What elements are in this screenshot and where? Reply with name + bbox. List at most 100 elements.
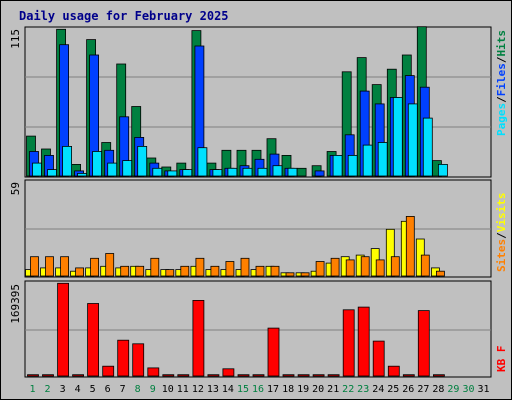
- x-tick-label-1: 1: [29, 384, 35, 395]
- bar-kbytes-day-17: [267, 327, 280, 377]
- y-max-label-1: 115: [9, 29, 22, 49]
- bar-pages-day-21: [332, 154, 343, 177]
- x-tick-label-14: 14: [222, 384, 234, 395]
- panel-3-frame: [24, 280, 492, 378]
- bar-kbytes-day-9: [147, 367, 160, 377]
- bar-kbytes-day-11: [177, 374, 190, 377]
- bar-kbytes-day-22: [342, 309, 355, 377]
- x-tick-label-9: 9: [150, 384, 156, 395]
- bar-kbytes-day-14: [222, 368, 235, 377]
- x-tick-label-22: 22: [342, 384, 354, 395]
- legend-sites-visits: Sites/Visits: [495, 193, 508, 273]
- bar-kbytes-day-1: [27, 374, 39, 377]
- x-tick-label-11: 11: [177, 384, 189, 395]
- bar-pages-day-25: [392, 97, 403, 177]
- bar-pages-day-22: [347, 154, 358, 177]
- bar-sites-day-9: [150, 257, 160, 277]
- bar-hits-day-19: [296, 167, 307, 177]
- bar-files-day-20: [314, 170, 325, 177]
- bar-kbytes-day-6: [102, 365, 115, 377]
- bar-pages-day-17: [272, 165, 283, 177]
- bar-pages-day-18: [287, 167, 298, 177]
- x-tick-label-6: 6: [105, 384, 111, 395]
- bar-sites-day-25: [390, 256, 400, 277]
- bar-sites-day-20: [315, 261, 325, 277]
- bar-sites-day-19: [300, 272, 310, 277]
- x-tick-label-8: 8: [135, 384, 141, 395]
- x-tick-label-31: 31: [477, 384, 489, 395]
- bar-sites-day-18: [285, 272, 295, 277]
- bar-pages-day-6: [107, 162, 118, 177]
- legend-hits-files-pages-part: Hits: [495, 30, 508, 57]
- x-tick-label-18: 18: [282, 384, 294, 395]
- legend-sites-visits-part: Visits: [495, 193, 508, 233]
- bar-pages-day-2: [47, 169, 57, 177]
- bar-sites-day-10: [165, 269, 175, 277]
- bar-sites-day-24: [375, 259, 385, 277]
- x-tick-label-27: 27: [417, 384, 429, 395]
- x-tick-label-19: 19: [297, 384, 309, 395]
- bar-kbytes-day-3: [57, 282, 69, 377]
- x-tick-label-7: 7: [120, 384, 126, 395]
- x-tick-label-13: 13: [207, 384, 219, 395]
- x-tick-label-4: 4: [75, 384, 81, 395]
- x-tick-label-3: 3: [60, 384, 66, 395]
- bar-visits-day-25: [385, 228, 395, 277]
- x-tick-label-5: 5: [90, 384, 96, 395]
- bar-pages-day-10: [167, 170, 178, 177]
- legend-kbytes: KB F: [495, 346, 508, 373]
- bar-kbytes-day-7: [117, 339, 130, 377]
- chart-title: Daily usage for February 2025: [19, 9, 229, 23]
- x-tick-label-15: 15: [237, 384, 249, 395]
- bar-sites-day-27: [420, 254, 430, 277]
- bar-kbytes-day-18: [282, 374, 295, 377]
- legend-hits-files-pages-part: Files: [495, 63, 508, 96]
- bar-kbytes-day-25: [387, 365, 400, 377]
- bar-pages-day-24: [377, 142, 388, 177]
- legend-hits-files-pages: Pages/Files/Hits: [495, 30, 508, 136]
- x-tick-label-17: 17: [267, 384, 279, 395]
- bar-sites-day-21: [330, 257, 340, 277]
- bar-kbytes-day-12: [192, 299, 205, 377]
- bar-kbytes-day-10: [162, 374, 175, 377]
- x-tick-label-26: 26: [402, 384, 414, 395]
- bar-pages-day-23: [362, 144, 373, 177]
- legend-kbytes-part: KB F: [495, 346, 508, 373]
- y-max-label-3: 169395: [9, 284, 22, 324]
- bar-pages-day-28: [437, 163, 448, 177]
- legend-sites-visits-part: /: [495, 232, 508, 239]
- legend-hits-files-pages-part: Pages: [495, 103, 508, 136]
- x-tick-label-23: 23: [357, 384, 369, 395]
- bar-sites-day-12: [195, 257, 205, 277]
- bar-sites-day-11: [180, 265, 190, 277]
- y-max-label-2: 59: [9, 182, 22, 195]
- bar-kbytes-day-26: [402, 374, 415, 377]
- bar-kbytes-day-21: [327, 374, 340, 377]
- bar-kbytes-day-4: [72, 374, 84, 377]
- legend-sites-visits-part: Sites: [495, 239, 508, 272]
- bar-pages-day-11: [182, 169, 193, 177]
- bar-sites-day-4: [75, 267, 84, 277]
- bar-kbytes-day-20: [312, 374, 325, 377]
- x-tick-label-20: 20: [312, 384, 324, 395]
- bar-kbytes-day-5: [87, 303, 99, 377]
- bar-pages-day-16: [257, 167, 268, 177]
- bar-sites-day-14: [225, 261, 235, 277]
- bar-sites-day-28: [435, 270, 445, 277]
- legend-hits-files-pages-part: /: [495, 56, 508, 63]
- bar-pages-day-7: [122, 160, 133, 177]
- x-tick-label-10: 10: [162, 384, 174, 395]
- bar-pages-day-4: [77, 172, 87, 177]
- bar-sites-day-15: [240, 257, 250, 277]
- bar-sites-day-7: [120, 265, 130, 277]
- bar-sites-day-16: [255, 265, 265, 277]
- bar-sites-day-13: [210, 265, 220, 277]
- bar-kbytes-day-23: [357, 306, 370, 377]
- bar-kbytes-day-2: [42, 374, 54, 377]
- bar-kbytes-day-19: [297, 374, 310, 377]
- x-tick-label-29: 29: [447, 384, 459, 395]
- bar-pages-day-13: [212, 169, 223, 177]
- bar-kbytes-day-27: [417, 310, 430, 377]
- bar-kbytes-day-13: [207, 374, 220, 377]
